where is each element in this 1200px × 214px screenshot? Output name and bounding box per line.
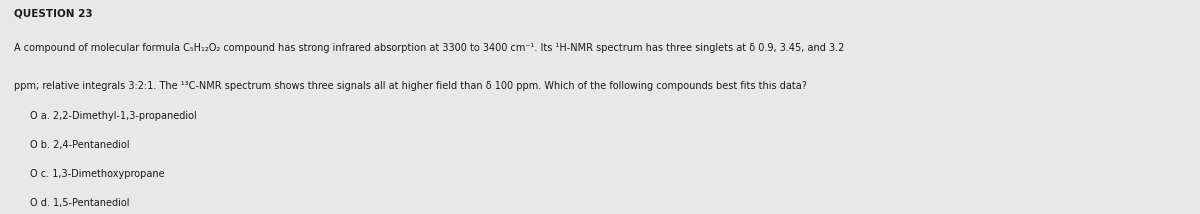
- Text: ppm; relative integrals 3:2:1. The ¹³C-NMR spectrum shows three signals all at h: ppm; relative integrals 3:2:1. The ¹³C-N…: [14, 81, 808, 91]
- Text: O d. 1,5-Pentanediol: O d. 1,5-Pentanediol: [30, 198, 130, 208]
- Text: A compound of molecular formula C₅H₁₂O₂ compound has strong infrared absorption : A compound of molecular formula C₅H₁₂O₂ …: [14, 43, 845, 53]
- Text: O b. 2,4-Pentanediol: O b. 2,4-Pentanediol: [30, 140, 130, 150]
- Text: O c. 1,3-Dimethoxypropane: O c. 1,3-Dimethoxypropane: [30, 169, 164, 179]
- Text: O a. 2,2-Dimethyl-1,3-propanediol: O a. 2,2-Dimethyl-1,3-propanediol: [30, 111, 197, 121]
- Text: QUESTION 23: QUESTION 23: [14, 9, 94, 19]
